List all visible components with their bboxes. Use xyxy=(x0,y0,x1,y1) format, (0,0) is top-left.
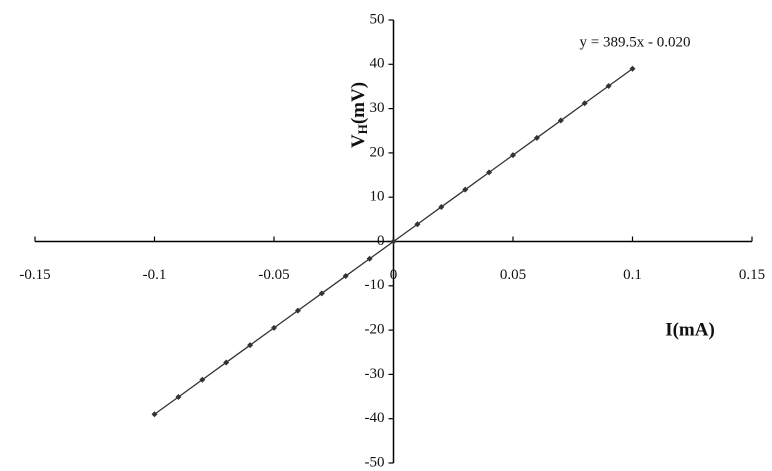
x-tick-label: 0 xyxy=(390,267,398,283)
y-label-sub: H xyxy=(355,124,370,134)
y-tick-label: 10 xyxy=(370,189,385,205)
y-tick-label: -10 xyxy=(365,277,385,293)
chart: y = 389.5x - 0.020 I(mA) VH(mV) -0.15 -0.… xyxy=(0,0,772,471)
x-axis-label: I(mA) xyxy=(665,319,715,340)
y-tick-label: -30 xyxy=(365,366,385,382)
x-tick-label: 0.15 xyxy=(739,267,765,283)
y-tick-label: -20 xyxy=(365,322,385,338)
y-tick-label: 0 xyxy=(377,233,385,249)
x-tick-label: 0.1 xyxy=(623,267,642,283)
y-tick-label: 20 xyxy=(370,144,385,160)
y-tick-label: 30 xyxy=(370,100,385,116)
y-tick-label: 50 xyxy=(370,11,385,27)
x-tick-label: -0.1 xyxy=(143,267,167,283)
y-label-unit: (mV) xyxy=(348,82,369,124)
x-tick-label: -0.15 xyxy=(19,267,50,283)
trendline-equation: y = 389.5x - 0.020 xyxy=(580,34,691,50)
y-tick-label: -40 xyxy=(365,410,385,426)
x-tick-label: 0.05 xyxy=(500,267,526,283)
y-label-main: V xyxy=(348,134,369,148)
y-axis-label: VH(mV) xyxy=(348,82,370,148)
y-tick-label: 40 xyxy=(370,56,385,72)
y-tick-label: -50 xyxy=(365,454,385,470)
x-tick-label: -0.05 xyxy=(258,267,289,283)
